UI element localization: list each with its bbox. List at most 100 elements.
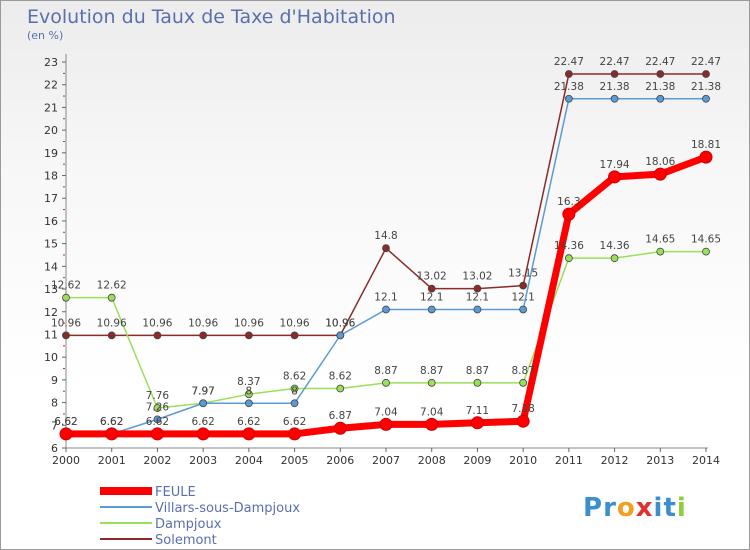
x-tick-label: 2005 — [281, 454, 309, 467]
y-tick-label: 17 — [44, 192, 58, 205]
logo-letter: i — [654, 493, 664, 523]
data-point — [653, 167, 667, 181]
logo-letter: x — [636, 493, 654, 523]
data-point — [610, 70, 619, 78]
y-tick-label: 9 — [51, 374, 58, 387]
data-point — [290, 384, 299, 393]
data-label: 6.62 — [100, 416, 123, 428]
data-label: 7.97 — [191, 385, 214, 397]
logo-letter: t — [663, 493, 676, 523]
data-label: 13.02 — [417, 271, 447, 283]
data-label: 6.62 — [54, 416, 77, 428]
logo-letter: i — [677, 493, 687, 523]
data-label: 16.3 — [557, 196, 580, 208]
data-point — [427, 284, 436, 293]
y-tick-label: 16 — [44, 215, 58, 228]
data-point — [379, 417, 393, 431]
data-label: 12.62 — [97, 280, 127, 292]
x-tick-label: 2009 — [463, 454, 491, 467]
data-point — [107, 293, 116, 302]
data-point — [473, 284, 482, 293]
data-point — [519, 305, 528, 314]
data-label: 8.87 — [420, 365, 443, 377]
svg-text:Proxiti: Proxiti — [583, 493, 687, 523]
data-point — [336, 331, 345, 340]
data-point — [564, 254, 573, 263]
data-label: 22.47 — [645, 56, 675, 68]
y-tick-label: 10 — [44, 351, 58, 364]
data-point — [610, 254, 619, 263]
x-tick-label: 2006 — [326, 454, 354, 467]
x-tick-label: 2008 — [418, 454, 446, 467]
data-point — [244, 390, 253, 399]
data-point — [564, 70, 573, 78]
y-tick-label: 8 — [51, 397, 58, 410]
data-point — [470, 416, 484, 430]
data-label: 21.38 — [554, 81, 584, 93]
data-label: 21.38 — [600, 81, 630, 93]
data-point — [199, 399, 208, 408]
data-point — [107, 331, 116, 340]
data-point — [153, 404, 162, 412]
y-tick-label: 23 — [44, 56, 58, 69]
x-tick-label: 2012 — [601, 454, 629, 467]
data-label: 7.97 — [191, 385, 214, 397]
data-point — [288, 427, 302, 441]
data-point — [290, 331, 299, 340]
data-label: 6.62 — [237, 416, 260, 428]
data-label: 8.37 — [237, 376, 260, 388]
x-tick-label: 2014 — [692, 454, 720, 467]
x-tick-label: 2001 — [98, 454, 126, 467]
data-label: 12.1 — [511, 291, 534, 303]
data-label: 12.1 — [374, 291, 397, 303]
y-tick-label: 18 — [44, 170, 58, 183]
data-point — [59, 427, 73, 441]
data-point — [336, 384, 345, 393]
data-point — [699, 150, 713, 164]
y-tick-label: 12 — [44, 306, 58, 319]
data-label: 7.18 — [511, 403, 534, 415]
data-label: 8.62 — [329, 371, 352, 383]
data-label: 12.1 — [466, 291, 489, 303]
data-point — [382, 378, 390, 387]
data-point — [656, 247, 665, 256]
data-point — [702, 94, 710, 103]
data-point — [153, 415, 162, 424]
y-tick-label: 20 — [44, 124, 58, 137]
legend-label: FEULE — [155, 485, 196, 500]
legend-label: Solemont — [155, 533, 217, 548]
data-label: 8.62 — [283, 371, 306, 383]
data-point — [425, 417, 439, 431]
data-label: 22.47 — [600, 56, 630, 68]
data-label: 18.06 — [645, 156, 675, 168]
data-point — [427, 305, 436, 314]
data-point — [62, 331, 70, 340]
data-point — [519, 378, 528, 387]
logo-letter: P — [583, 493, 603, 523]
x-tick-label: 2010 — [509, 454, 537, 467]
data-point — [564, 94, 573, 103]
legend-label: Villars-sous-Dampjoux — [155, 501, 300, 516]
x-tick-label: 2002 — [143, 454, 171, 467]
data-point — [608, 170, 622, 184]
y-tick-label: 22 — [44, 79, 58, 92]
data-point — [702, 247, 710, 256]
logo-letter: r — [603, 493, 617, 523]
data-point — [516, 414, 530, 428]
data-label: 14.36 — [600, 240, 630, 252]
chart-title: Evolution du Taux de Taxe d'Habitation — [27, 6, 396, 28]
data-label: 10.96 — [188, 317, 218, 329]
data-label: 21.38 — [691, 81, 721, 93]
data-point — [242, 427, 256, 441]
x-tick-label: 2011 — [555, 454, 583, 467]
data-label: 7.11 — [466, 405, 489, 417]
proxiti-logo: Proxiti — [583, 486, 693, 526]
y-tick-label: 7 — [51, 419, 58, 432]
y-tick-label: 15 — [44, 238, 58, 251]
data-label: 6.62 — [146, 416, 169, 428]
data-point — [153, 331, 162, 340]
data-label: 8.87 — [511, 365, 534, 377]
data-point — [333, 421, 347, 435]
